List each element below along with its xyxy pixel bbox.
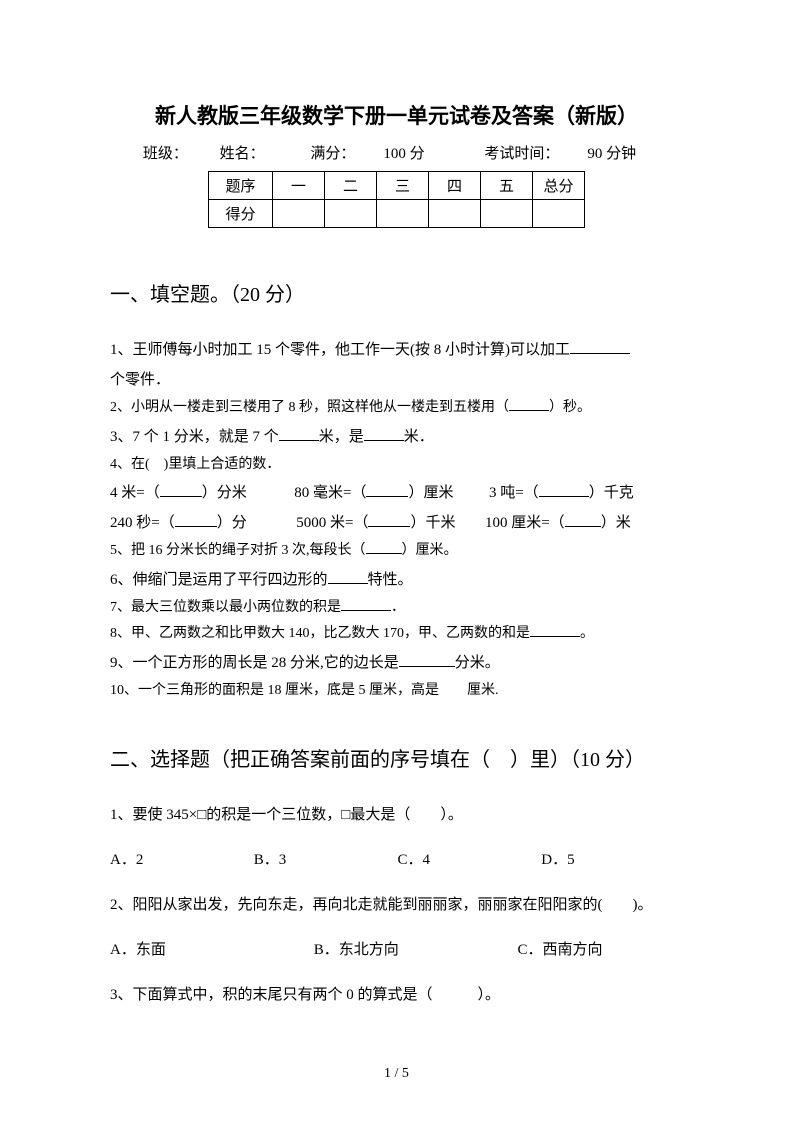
- blank: [530, 623, 580, 637]
- q7a: 7、最大三位数乘以最小两位数的积是: [110, 600, 341, 615]
- th-1: 一: [273, 172, 325, 200]
- q4r2e: 100 厘米=（: [485, 515, 565, 531]
- td-blank: [325, 200, 377, 228]
- q8: 8、甲、乙两数之和比甲数大 140，比乙数大 170，甲、乙两数的和是 。: [110, 621, 683, 648]
- blank: [366, 482, 408, 497]
- s2q1-options: A．2 B．3 C．4 D．5: [110, 845, 683, 875]
- q4-row2: 240 秒=（ ）分 5000 米=（ ）千米 100 厘米=（ ）米: [110, 508, 683, 538]
- opt-c: C．4: [398, 845, 538, 875]
- section2-heading: 二、选择题（把正确答案前面的序号填在（ ）里）（10 分）: [110, 743, 683, 772]
- q8b: 。: [580, 626, 594, 641]
- s2q2-options: A．东面 B．东北方向 C．西南方向: [110, 935, 683, 965]
- opt-c: C．西南方向: [518, 935, 603, 965]
- q4r1d: ）厘米: [408, 485, 453, 501]
- blank: [160, 482, 202, 497]
- q5: 5、把 16 分米长的绳子对折 3 次,每段长（ ）厘米。: [110, 538, 683, 565]
- td-blank: [481, 200, 533, 228]
- q6a: 6、伸缩门是运用了平行四边形的: [110, 572, 328, 588]
- blank: [399, 652, 455, 667]
- q4r2f: ）米: [601, 515, 631, 531]
- q3-text-a: 3、7 个 1 分米，就是 7 个: [110, 429, 279, 445]
- th-5: 五: [481, 172, 533, 200]
- score-table: 题序 一 二 三 四 五 总分 得分: [208, 171, 585, 228]
- q4r2a: 240 秒=（: [110, 515, 175, 531]
- fullscore: 满分：100 分: [296, 146, 438, 162]
- q4r1c: 80 毫米=（: [294, 485, 366, 501]
- q2: 2、小明从一楼走到三楼用了 8 秒，照这样他从一楼走到五楼用（ ）秒。: [110, 395, 683, 422]
- q1-text-a: 1、王师傅每小时加工 15 个零件，他工作一天(按 8 小时计算)可以加工: [110, 342, 570, 358]
- q9: 9、一个正方形的周长是 28 分米,它的边长是 分米。: [110, 648, 683, 678]
- q5b: ）厘米。: [402, 543, 458, 558]
- blank: [328, 569, 368, 584]
- blank: [364, 426, 404, 441]
- opt-a: A．东面: [110, 935, 310, 965]
- page-title: 新人教版三年级数学下册一单元试卷及答案（新版）: [110, 100, 683, 130]
- q9b: 分米。: [455, 655, 500, 671]
- th-seq: 题序: [209, 172, 273, 200]
- q6: 6、伸缩门是运用了平行四边形的 特性。: [110, 565, 683, 595]
- exam-info: 班级： 姓名： 满分：100 分 考试时间：90 分钟: [110, 142, 683, 163]
- q9a: 9、一个正方形的周长是 28 分米,它的边长是: [110, 655, 399, 671]
- th-2: 二: [325, 172, 377, 200]
- q4r1a: 4 米=（: [110, 485, 160, 501]
- q1: 1、王师傅每小时加工 15 个零件，他工作一天(按 8 小时计算)可以加工: [110, 335, 683, 365]
- opt-b: B．3: [254, 845, 394, 875]
- blank: [565, 512, 601, 527]
- table-row: 得分: [209, 200, 585, 228]
- th-4: 四: [429, 172, 481, 200]
- td-blank: [429, 200, 481, 228]
- q4r1f: ）千克: [589, 485, 634, 501]
- class-label: 班级：: [143, 146, 188, 162]
- td-blank: [533, 200, 585, 228]
- q4: 4、在( )里填上合适的数．: [110, 452, 683, 479]
- q3: 3、7 个 1 分米，就是 7 个 米，是 米．: [110, 422, 683, 452]
- opt-a: A．2: [110, 845, 250, 875]
- blank: [341, 597, 391, 611]
- q4r2b: ）分: [217, 515, 247, 531]
- blank: [539, 482, 589, 497]
- q8a: 8、甲、乙两数之和比甲数大 140，比乙数大 170，甲、乙两数的和是: [110, 626, 530, 641]
- s2q3: 3、下面算式中，积的末尾只有两个 0 的算式是（ ）。: [110, 980, 683, 1010]
- opt-d: D．5: [541, 845, 574, 875]
- th-total: 总分: [533, 172, 585, 200]
- blank: [368, 512, 410, 527]
- q7: 7、最大三位数乘以最小两位数的积是 ．: [110, 595, 683, 622]
- table-row: 题序 一 二 三 四 五 总分: [209, 172, 585, 200]
- s2q2: 2、阳阳从家出发，先向东走，再向北走就能到丽丽家，丽丽家在阳阳家的( )。: [110, 890, 683, 920]
- q4r1e: 3 吨=（: [489, 485, 539, 501]
- th-3: 三: [377, 172, 429, 200]
- q4r2d: ）千米: [410, 515, 455, 531]
- q2-text-a: 2、小明从一楼走到三楼用了 8 秒，照这样他从一楼走到五楼用（: [110, 400, 509, 415]
- section1-heading: 一、填空题。（20 分）: [110, 278, 683, 307]
- blank: [175, 512, 217, 527]
- q4r1b: ）分米: [202, 485, 247, 501]
- blank: [570, 339, 630, 354]
- time: 考试时间：90 分钟: [470, 146, 650, 162]
- name-label: 姓名：: [220, 146, 265, 162]
- q1b: 个零件．: [110, 365, 683, 395]
- q7b: ．: [391, 600, 405, 615]
- q3-text-c: 米．: [404, 429, 434, 445]
- page-footer: 1 / 5: [0, 1066, 793, 1082]
- s2q1: 1、要使 345×□的积是一个三位数，□最大是（ ）。: [110, 800, 683, 830]
- td-blank: [273, 200, 325, 228]
- q4r2c: 5000 米=（: [296, 515, 368, 531]
- q6b: 特性。: [368, 572, 413, 588]
- opt-b: B．东北方向: [314, 935, 514, 965]
- q5a: 5、把 16 分米长的绳子对折 3 次,每段长（: [110, 543, 366, 558]
- q3-text-b: 米，是: [319, 429, 364, 445]
- q4-row1: 4 米=（ ）分米 80 毫米=（ ）厘米 3 吨=（ ）千克: [110, 478, 683, 508]
- blank: [509, 397, 549, 411]
- blank: [366, 540, 402, 554]
- q10: 10、一个三角形的面积是 18 厘米，底是 5 厘米，高是 厘米.: [110, 678, 683, 705]
- blank: [279, 426, 319, 441]
- td-blank: [377, 200, 429, 228]
- q2-text-b: ）秒。: [549, 400, 591, 415]
- td-score-label: 得分: [209, 200, 273, 228]
